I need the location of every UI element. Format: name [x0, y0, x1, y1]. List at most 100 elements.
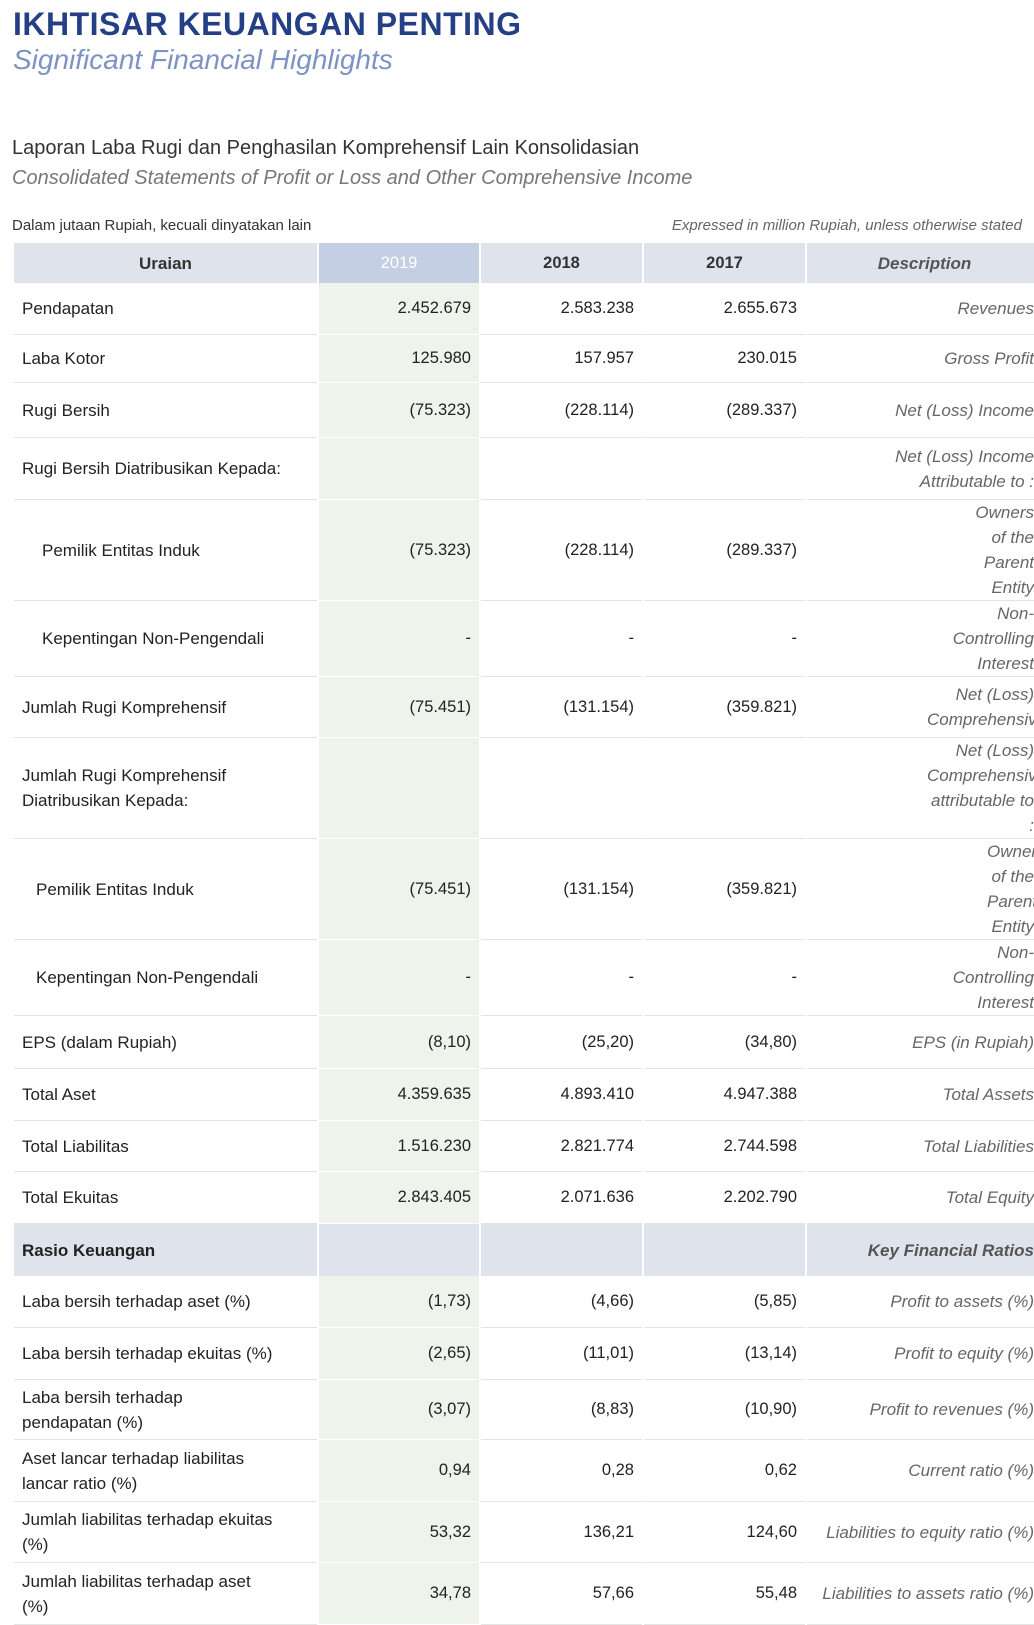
section-subtitle: Consolidated Statements of Profit or Los…	[12, 167, 693, 189]
data-row: Total Ekuitas 2.843.405 2.071.636 2.202.790…	[14, 1172, 1034, 1224]
ratio-header-row: Rasio Keuangan Key Financial Ratios	[14, 1224, 1034, 1276]
value: -	[319, 940, 479, 1016]
value: 34,78	[319, 1563, 479, 1625]
value: (131.154)	[481, 839, 642, 940]
description: Owners of the Parent Entity	[807, 500, 1034, 601]
value: 2018	[481, 243, 642, 283]
section-title: Laporan Laba Rugi dan Penghasilan Kompre…	[12, 137, 640, 159]
value: 55,48	[644, 1563, 805, 1625]
description: Net (Loss) Comprehensive	[807, 677, 1034, 738]
value: (34,80)	[644, 1016, 805, 1069]
row-label: Uraian	[14, 243, 317, 283]
value	[481, 738, 642, 839]
value: 2.655.673	[644, 283, 805, 335]
value: (75.451)	[319, 677, 479, 738]
value: (359.821)	[644, 677, 805, 738]
row-label: Total Ekuitas	[14, 1172, 317, 1224]
description: EPS (in Rupiah)	[807, 1016, 1034, 1069]
value: (1,73)	[319, 1276, 479, 1328]
value: (3,07)	[319, 1380, 479, 1440]
data-row: Rugi Bersih (75.323) (228.114) (289.337) Net…	[14, 383, 1034, 438]
value: 2019	[319, 243, 479, 283]
value: (2,65)	[319, 1328, 479, 1380]
data-row: Jumlah Rugi Komprehensif Diatribusikan K…	[14, 738, 1034, 839]
data-row: Laba Kotor 125.980 157.957 230.015 Gross Pro…	[14, 335, 1034, 383]
row-label: Jumlah liabilitas terhadap ekuitas (%)	[14, 1502, 317, 1563]
data-row: Kepentingan Non-Pengendali - - - Non-Control…	[14, 940, 1034, 1016]
row-label: Rugi Bersih Diatribusikan Kepada:	[14, 438, 317, 500]
value: 2017	[644, 243, 805, 283]
value	[319, 438, 479, 500]
value: (5,85)	[644, 1276, 805, 1328]
note: Dalam jutaan Rupiah, kecuali dinyatakan …	[12, 217, 312, 234]
value: 0,28	[481, 1440, 642, 1502]
value	[644, 1224, 805, 1276]
row-label: Aset lancar terhadap liabilitas lancar r…	[14, 1440, 317, 1502]
row-label: Jumlah Rugi Komprehensif Diatribusikan K…	[14, 738, 317, 839]
data-row: EPS (dalam Rupiah) (8,10) (25,20) (34,80) EP…	[14, 1016, 1034, 1069]
row-label: Jumlah Rugi Komprehensif	[14, 677, 317, 738]
row-label: Pemilik Entitas Induk	[14, 839, 317, 940]
row-label: Laba bersih terhadap pendapatan (%)	[14, 1380, 317, 1440]
value: 0,94	[319, 1440, 479, 1502]
row-label: Kepentingan Non-Pengendali	[14, 940, 317, 1016]
data-row: Pendapatan 2.452.679 2.583.238 2.655.673 Rev…	[14, 283, 1034, 335]
description: Gross Profit	[807, 335, 1034, 383]
ratio-row: Laba bersih terhadap pendapatan (%) (3,07…	[14, 1380, 1034, 1440]
description: Total Assets	[807, 1069, 1034, 1121]
row-label: Laba Kotor	[14, 335, 317, 383]
value: (75.323)	[319, 500, 479, 601]
description: Current ratio (%)	[807, 1440, 1034, 1502]
header-row: Uraian 2019 2018 2017 Description	[14, 243, 1034, 283]
description: Profit to assets (%)	[807, 1276, 1034, 1328]
row-label: Total Aset	[14, 1069, 317, 1121]
description: Liabilities to assets ratio (%)	[807, 1563, 1034, 1625]
data-row: Pemilik Entitas Induk (75.451) (131.154) (3…	[14, 839, 1034, 940]
value: 2.071.636	[481, 1172, 642, 1224]
page: IKHTISAR KEUANGAN PENTING Significant Fi…	[12, 6, 1034, 1625]
value: 53,32	[319, 1502, 479, 1563]
description: Key Financial Ratios	[807, 1224, 1034, 1276]
value: -	[319, 601, 479, 677]
value: 2.452.679	[319, 283, 479, 335]
value: 57,66	[481, 1563, 642, 1625]
data-row: Jumlah Rugi Komprehensif (75.451) (131.154…	[14, 677, 1034, 738]
value: (289.337)	[644, 500, 805, 601]
ratio-row: Jumlah liabilitas terhadap aset (%) 34,78…	[14, 1563, 1034, 1625]
value: 4.947.388	[644, 1069, 805, 1121]
description: Revenues	[807, 283, 1034, 335]
value: (75.323)	[319, 383, 479, 438]
ratio-row: Laba bersih terhadap ekuitas (%) (2,65) (1…	[14, 1328, 1034, 1380]
data-row: Kepentingan Non-Pengendali - - - Non-Control…	[14, 601, 1034, 677]
row-label: Laba bersih terhadap aset (%)	[14, 1276, 317, 1328]
data-row: Total Aset 4.359.635 4.893.410 4.947.388 Tot…	[14, 1069, 1034, 1121]
ratio-row: Jumlah liabilitas terhadap ekuitas (%) 53…	[14, 1502, 1034, 1563]
value: (13,14)	[644, 1328, 805, 1380]
value: (289.337)	[644, 383, 805, 438]
value: 2.744.598	[644, 1121, 805, 1172]
value: 2.821.774	[481, 1121, 642, 1172]
value: 125.980	[319, 335, 479, 383]
description: Non-Controlling Interest	[807, 601, 1034, 677]
row-label: Kepentingan Non-Pengendali	[14, 601, 317, 677]
value: -	[481, 601, 642, 677]
value: (8,10)	[319, 1016, 479, 1069]
row-label: Rasio Keuangan	[14, 1224, 317, 1276]
value: (10,90)	[644, 1380, 805, 1440]
value	[644, 738, 805, 839]
description: Total Liabilities	[807, 1121, 1034, 1172]
value	[481, 438, 642, 500]
description: Net (Loss) Income Attributable to :	[807, 438, 1034, 500]
ratio-row: Laba bersih terhadap aset (%) (1,73) (4,66…	[14, 1276, 1034, 1328]
value: 136,21	[481, 1502, 642, 1563]
description: Net (Loss) Comprehensive attributable to…	[807, 738, 1034, 839]
value: (4,66)	[481, 1276, 642, 1328]
value: (75.451)	[319, 839, 479, 940]
value: (131.154)	[481, 677, 642, 738]
value: (359.821)	[644, 839, 805, 940]
row-label: Laba bersih terhadap ekuitas (%)	[14, 1328, 317, 1380]
value: (228.114)	[481, 500, 642, 601]
value: (8,83)	[481, 1380, 642, 1440]
row-label: Pendapatan	[14, 283, 317, 335]
row-label: Jumlah liabilitas terhadap aset (%)	[14, 1563, 317, 1625]
